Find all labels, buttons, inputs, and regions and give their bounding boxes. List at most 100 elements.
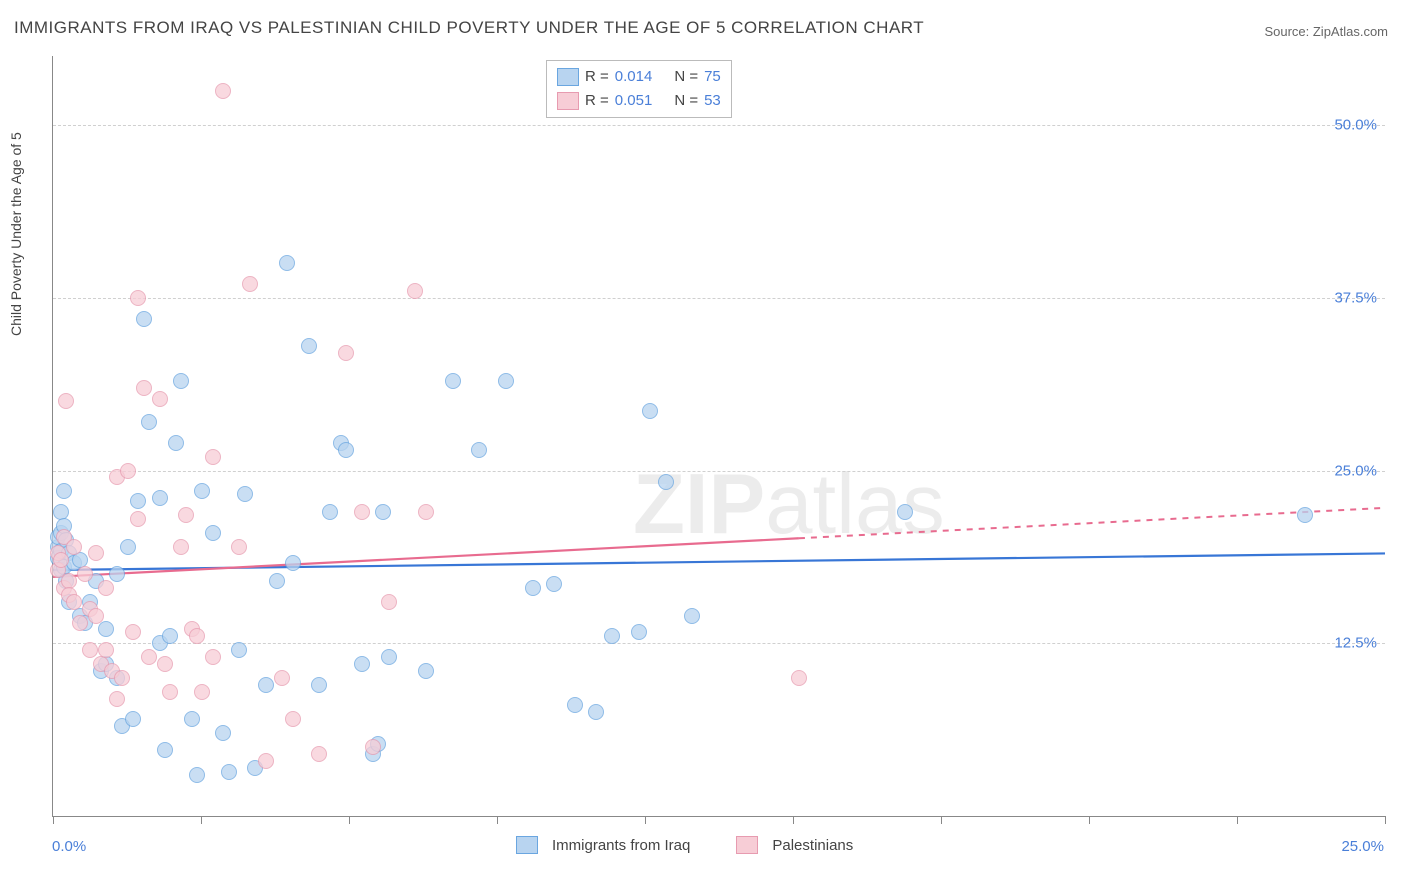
data-point [136,311,152,327]
data-point [274,670,290,686]
x-tick [941,816,942,824]
grid-line [53,643,1385,644]
data-point [53,552,69,568]
data-point [375,504,391,520]
data-point [498,373,514,389]
legend-swatch-blue [557,68,579,86]
data-point [194,684,210,700]
y-tick-label: 37.5% [1334,289,1377,306]
data-point [258,677,274,693]
data-point [114,670,130,686]
data-point [365,739,381,755]
data-point [354,656,370,672]
data-point [88,608,104,624]
data-point [588,704,604,720]
legend-stats-row-0: R = 0.014 N = 75 [557,65,721,89]
data-point [152,391,168,407]
data-point [269,573,285,589]
y-tick-label: 50.0% [1334,117,1377,134]
data-point [162,628,178,644]
data-point [56,483,72,499]
legend-stats: R = 0.014 N = 75 R = 0.051 N = 53 [546,60,732,118]
data-point [354,504,370,520]
legend-series: Immigrants from Iraq Palestinians [516,836,853,854]
data-point [215,725,231,741]
data-point [77,566,93,582]
data-point [215,83,231,99]
y-tick-label: 25.0% [1334,462,1377,479]
data-point [381,594,397,610]
x-tick [793,816,794,824]
x-axis-max-label: 25.0% [1341,838,1384,855]
data-point [189,628,205,644]
data-point [72,615,88,631]
data-point [178,507,194,523]
data-point [418,663,434,679]
data-point [285,555,301,571]
data-point [322,504,338,520]
legend-stats-row-1: R = 0.051 N = 53 [557,89,721,113]
chart-title: IMMIGRANTS FROM IRAQ VS PALESTINIAN CHIL… [14,18,924,38]
data-point [136,380,152,396]
data-point [184,711,200,727]
data-point [173,373,189,389]
data-point [141,649,157,665]
data-point [311,677,327,693]
data-point [162,684,178,700]
data-point [194,483,210,499]
data-point [237,486,253,502]
data-point [658,474,674,490]
grid-line [53,125,1385,126]
data-point [311,746,327,762]
data-point [231,642,247,658]
data-point [58,393,74,409]
data-point [418,504,434,520]
data-point [98,621,114,637]
legend-swatch-blue-2 [516,836,538,854]
data-point [125,711,141,727]
data-point [221,764,237,780]
x-axis-origin-label: 0.0% [52,838,86,855]
data-point [338,442,354,458]
data-point [642,403,658,419]
data-point [445,373,461,389]
data-point [231,539,247,555]
data-point [604,628,620,644]
x-tick [1089,816,1090,824]
data-point [125,624,141,640]
data-point [66,539,82,555]
data-point [98,642,114,658]
data-point [567,697,583,713]
data-point [285,711,301,727]
data-point [120,539,136,555]
chart-plot-area: ZIPatlas 12.5%25.0%37.5%50.0% [52,56,1385,817]
source-label: Source: ZipAtlas.com [1264,24,1388,39]
data-point [338,345,354,361]
data-point [82,642,98,658]
data-point [791,670,807,686]
data-point [66,594,82,610]
data-point [120,463,136,479]
y-axis-label: Child Poverty Under the Age of 5 [8,132,24,336]
data-point [109,691,125,707]
data-point [152,490,168,506]
data-point [546,576,562,592]
data-point [130,493,146,509]
x-tick [1237,816,1238,824]
data-point [88,545,104,561]
data-point [173,539,189,555]
data-point [205,649,221,665]
data-point [897,504,913,520]
data-point [189,767,205,783]
x-tick [645,816,646,824]
legend-swatch-pink-2 [736,836,758,854]
legend-label-0: Immigrants from Iraq [552,837,690,854]
x-tick [349,816,350,824]
data-point [525,580,541,596]
data-point [1297,507,1313,523]
legend-label-1: Palestinians [772,837,853,854]
data-point [130,290,146,306]
x-tick [53,816,54,824]
data-point [141,414,157,430]
x-tick [497,816,498,824]
